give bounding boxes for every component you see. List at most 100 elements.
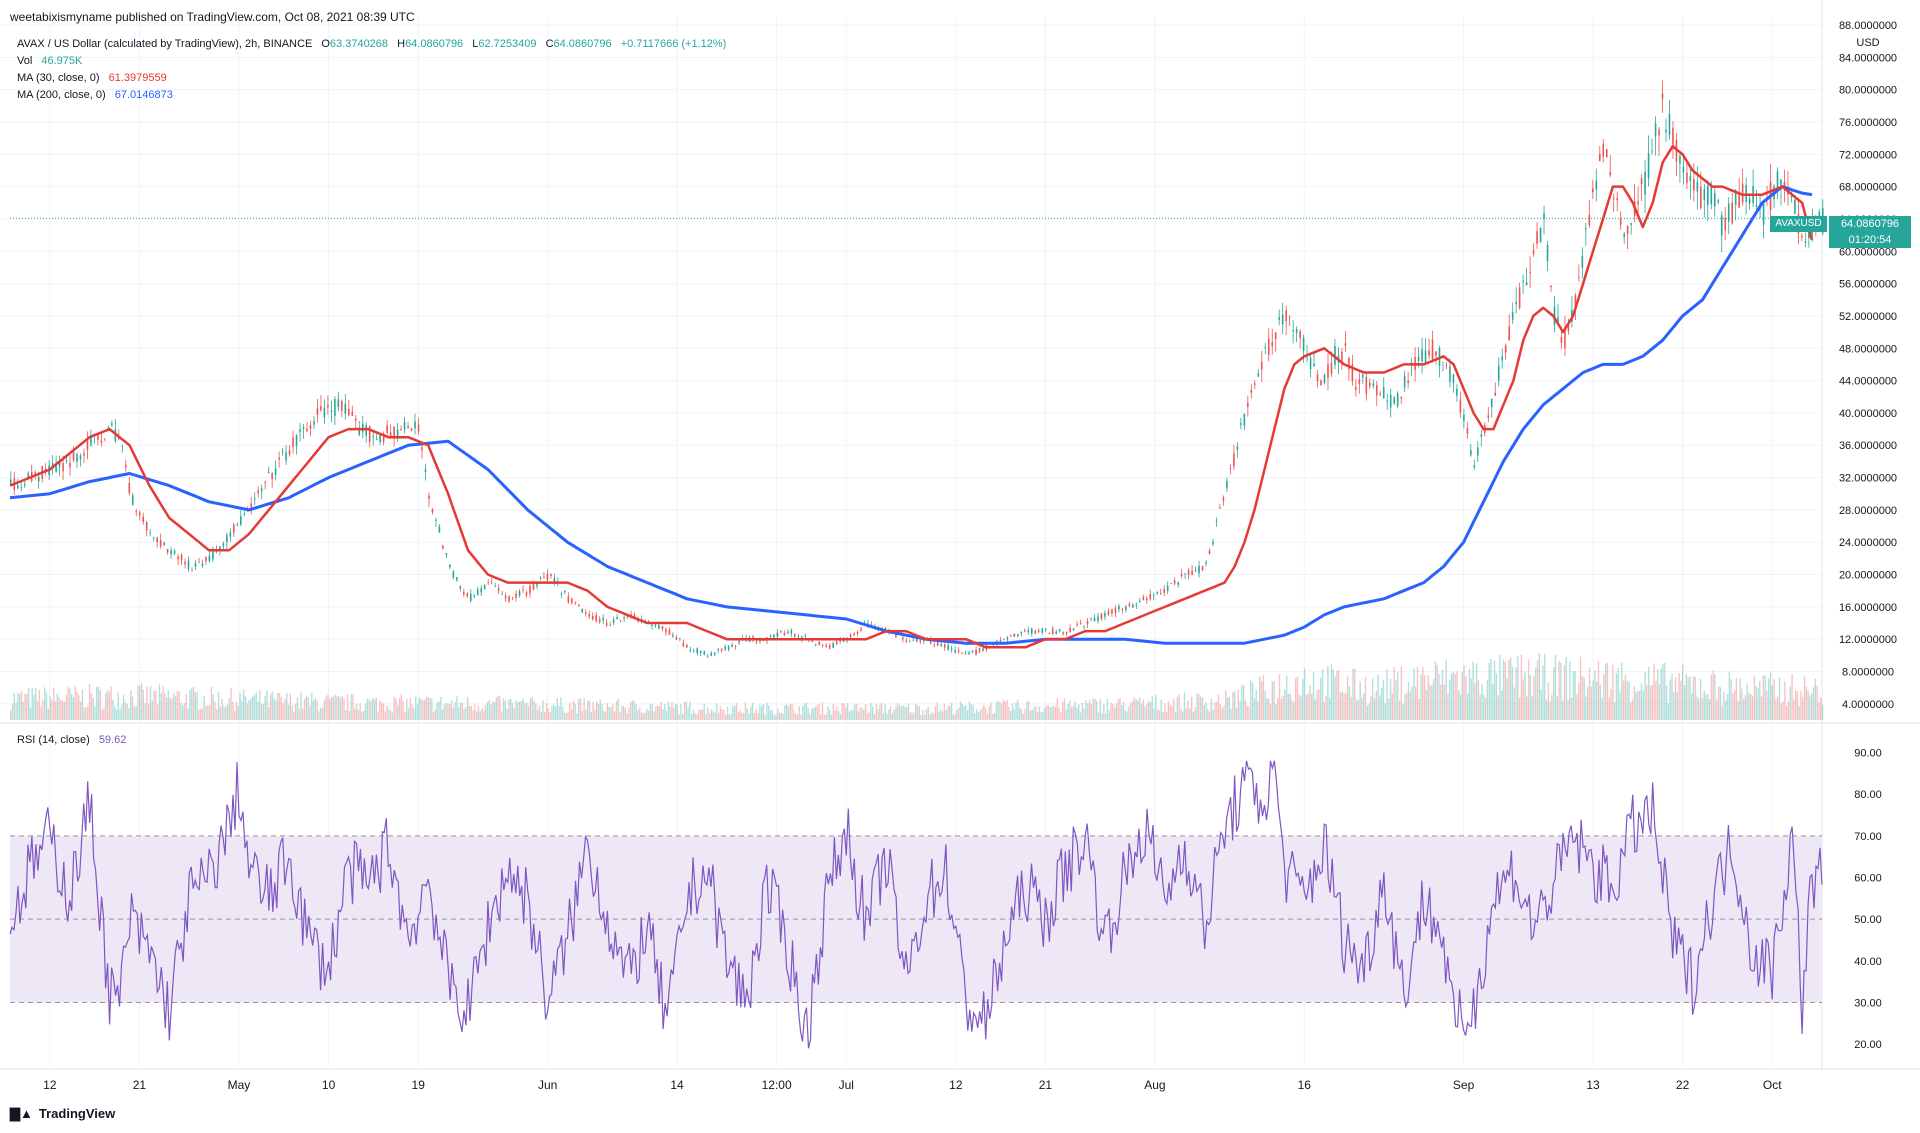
price-tick-label: 32.0000000 (1839, 473, 1897, 485)
candle (1111, 609, 1113, 617)
candle-body (773, 634, 775, 638)
volume-bar (1275, 703, 1277, 720)
volume-bar (676, 704, 679, 720)
candle-body (1560, 337, 1563, 343)
volume-bar (816, 705, 818, 720)
volume-bar (506, 709, 508, 720)
candle-body (483, 584, 486, 590)
volume-bar (1216, 701, 1218, 720)
candle-body (1090, 618, 1092, 620)
volume-bar (986, 713, 989, 720)
candle-body (379, 434, 381, 443)
candle-body (957, 650, 960, 653)
candle (1522, 274, 1524, 294)
candle (706, 654, 709, 658)
candle (1198, 560, 1200, 578)
volume-bar (375, 697, 377, 720)
volume-bar (458, 707, 460, 720)
candle-body (292, 437, 294, 447)
candle-body (257, 490, 260, 494)
candle-body (1776, 171, 1779, 190)
candle-body (1539, 227, 1542, 243)
candle (1044, 628, 1047, 632)
candle (361, 415, 364, 439)
volume-bar (855, 703, 858, 720)
volume-bar (1554, 654, 1557, 720)
candle-body (159, 540, 162, 547)
candle (76, 452, 78, 469)
candle-body (239, 516, 242, 525)
volume-bar (1687, 677, 1689, 720)
volume-bar (717, 712, 720, 720)
candle (438, 523, 441, 533)
candle (226, 532, 228, 550)
volume-bar (773, 714, 775, 720)
volume-bar (339, 698, 342, 720)
volume-bar (1207, 709, 1209, 720)
volume-bar (551, 706, 553, 720)
volume-bar (26, 694, 28, 720)
candle-body (515, 593, 517, 598)
volume-bar (1210, 698, 1213, 720)
volume-bar (1298, 694, 1300, 720)
candle-body (473, 595, 476, 597)
volume-bar (999, 701, 1001, 720)
volume-bar (1698, 699, 1700, 720)
volume-bar (1122, 702, 1125, 720)
volume-bar (1574, 671, 1576, 720)
candle (177, 553, 179, 565)
volume-bar (1552, 667, 1555, 720)
candle (1564, 315, 1566, 356)
candle (410, 428, 413, 432)
volume-bar (1551, 694, 1553, 720)
candle (313, 416, 315, 430)
volume-bar (988, 706, 990, 720)
volume-bar (1149, 701, 1152, 720)
volume-bar (382, 703, 385, 720)
candle (205, 556, 207, 565)
volume-bar (929, 714, 931, 720)
volume-bar (639, 707, 641, 720)
candle-body (665, 628, 667, 633)
volume-bar (1112, 703, 1114, 720)
volume-bar (642, 713, 645, 720)
tradingview-logo[interactable]: ▇▲ TradingView (10, 1106, 115, 1122)
candle (1024, 628, 1026, 633)
candle (1609, 155, 1612, 178)
volume-bar (660, 702, 662, 720)
candle-body (1226, 480, 1228, 489)
candle-body (320, 405, 322, 411)
volume-bar (1425, 689, 1428, 720)
volume-bar (1001, 703, 1003, 720)
candle (166, 548, 169, 555)
candle (1693, 163, 1695, 202)
volume-bar (1594, 670, 1596, 720)
volume-bar (431, 698, 433, 720)
candle (1260, 350, 1263, 382)
volume-bar (67, 687, 69, 720)
volume-bar (291, 705, 293, 720)
volume-bar (601, 704, 603, 720)
candle-body (1351, 364, 1354, 382)
volume-bar (644, 712, 646, 720)
candle-body (97, 434, 99, 440)
candle-body (783, 632, 786, 636)
volume-bar (463, 709, 465, 720)
volume-bar (1818, 702, 1820, 720)
candle-body (1651, 150, 1653, 152)
candle (1459, 391, 1462, 418)
volume-bar (466, 697, 469, 720)
candle (466, 591, 469, 599)
candle-body (801, 636, 803, 640)
candle (90, 429, 92, 447)
volume-bar (10, 710, 12, 720)
candle (431, 508, 434, 515)
volume-bar (1821, 704, 1824, 720)
volume-bar (477, 705, 480, 720)
candle-body (205, 556, 207, 562)
volume-bar (74, 686, 76, 720)
candle (940, 642, 942, 648)
candle-body (1264, 346, 1267, 348)
candle-body (1609, 172, 1612, 176)
candle (1612, 193, 1615, 212)
